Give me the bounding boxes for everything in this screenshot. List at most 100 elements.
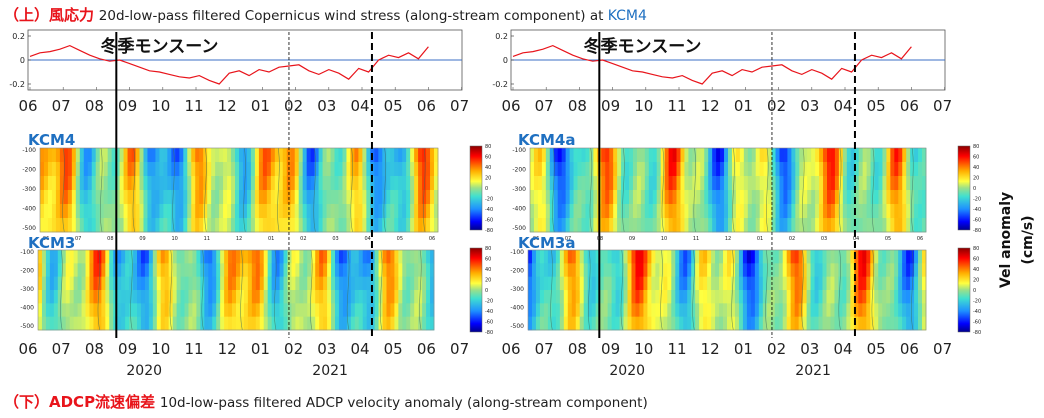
heatmap-cell: [362, 250, 368, 264]
heatmap-cell: [212, 303, 217, 318]
heatmap-cell: [267, 250, 273, 264]
heatmap-cell: [406, 162, 411, 177]
heatmap-cell: [537, 162, 543, 177]
heatmap-cell: [434, 176, 439, 191]
heatmap-cell: [759, 176, 765, 191]
heatmap-cell: [219, 190, 224, 205]
colorbar-label: Vel anomaly: [998, 192, 1014, 288]
heatmap-cell: [842, 148, 848, 163]
heatmap-cell: [830, 263, 835, 278]
heatmap-cell: [696, 218, 701, 233]
heatmap-cell: [382, 316, 387, 331]
heatmap-cell: [712, 190, 717, 205]
heatmap-cell: [266, 148, 272, 163]
heatmap-cell: [105, 263, 110, 278]
heatmap-cell: [422, 148, 427, 163]
heatmap-cell: [730, 290, 736, 304]
heatmap-cell: [410, 276, 415, 291]
heatmap-cell: [125, 303, 130, 318]
heatmap-cell: [115, 176, 120, 191]
heatmap-contour: [97, 249, 101, 331]
heatmap-cell: [129, 250, 134, 264]
heatmap-cell: [747, 190, 753, 205]
heatmap-contour: [201, 249, 204, 331]
heatmap-cell: [581, 218, 586, 233]
heatmap-cell: [291, 303, 296, 318]
heatmap-cell: [708, 176, 713, 191]
heatmap-cell: [687, 250, 692, 264]
heatmap-cell: [410, 250, 415, 264]
heatmap-cell: [625, 162, 630, 177]
heatmap-cell: [609, 204, 614, 219]
heatmap-cell: [823, 218, 828, 233]
heatmap-cell: [818, 250, 823, 264]
heatmap-cell: [235, 176, 240, 191]
heatmap-cell: [259, 276, 265, 291]
heatmap-cell: [148, 276, 154, 291]
heatmap-cell: [639, 250, 644, 264]
heatmap-cell: [291, 250, 296, 264]
heatmap-cell: [806, 276, 811, 291]
heatmap-cell: [236, 316, 241, 331]
heatmap-cell: [581, 176, 586, 191]
heatmap-cell: [621, 162, 626, 177]
heatmap-cell: [334, 190, 339, 205]
heatmap-cell: [644, 204, 650, 219]
heatmap-ytick-label: -100: [22, 147, 36, 154]
heatmap-cell: [727, 276, 732, 291]
heatmap-cell: [528, 276, 533, 291]
heatmap-cell: [918, 250, 923, 264]
heatmap-cell: [886, 290, 891, 304]
heatmap-cell: [672, 176, 677, 191]
heatmap-cell: [167, 148, 172, 163]
heatmap-cell: [531, 316, 537, 331]
heatmap-cell: [795, 176, 800, 191]
heatmap-cell: [426, 176, 431, 191]
heatmap-cell: [334, 176, 339, 191]
heatmap-cell: [723, 276, 728, 291]
heatmap-cell: [303, 290, 308, 304]
heatmap-cell: [834, 290, 839, 304]
heatmap-cell: [555, 250, 561, 264]
heatmap-cell: [830, 303, 835, 318]
heatmap-cell: [593, 218, 598, 233]
heatmap-cell: [684, 218, 689, 233]
heatmap-cell: [394, 204, 399, 219]
heatmap-cell: [374, 204, 379, 219]
heatmap-cell: [148, 263, 154, 278]
heatmap-cell: [274, 176, 280, 191]
heatmap-cell: [535, 250, 541, 264]
heatmap-cell: [886, 148, 891, 163]
heatmap-cell: [63, 218, 69, 233]
heatmap-cell: [738, 290, 744, 304]
heatmap-cell: [176, 316, 181, 331]
heatmap-cell: [778, 303, 784, 318]
heatmap-cell: [639, 263, 644, 278]
heatmap-cell: [223, 218, 228, 233]
heatmap-cell: [131, 162, 136, 177]
heatmap-cell: [97, 290, 102, 304]
heatmap-cell: [220, 303, 225, 318]
heatmap-cell: [906, 276, 911, 291]
heatmap-cell: [167, 176, 172, 191]
heatmap-cell: [811, 148, 816, 163]
wind-month-label: 02: [767, 97, 786, 115]
heatmap-cell: [251, 263, 257, 278]
heatmap-cell: [794, 316, 800, 331]
heatmap-cell: [163, 176, 168, 191]
heatmap-cell: [331, 250, 336, 264]
heatmap-small-month-label: 12: [236, 236, 242, 242]
heatmap-cell: [803, 218, 808, 233]
heatmap-cell: [655, 316, 660, 331]
heatmap-cell: [430, 218, 435, 233]
heatmap-cell: [224, 276, 229, 291]
heatmap-cell: [188, 316, 193, 331]
heatmap-cell: [846, 218, 852, 233]
heatmap-contour: [620, 249, 624, 331]
heatmap-cell: [335, 250, 340, 264]
heatmap-cell: [350, 276, 356, 291]
heatmap-cell: [692, 176, 697, 191]
heatmap-cell: [803, 204, 808, 219]
heatmap-cell: [687, 303, 692, 318]
heatmap-cell: [747, 176, 753, 191]
